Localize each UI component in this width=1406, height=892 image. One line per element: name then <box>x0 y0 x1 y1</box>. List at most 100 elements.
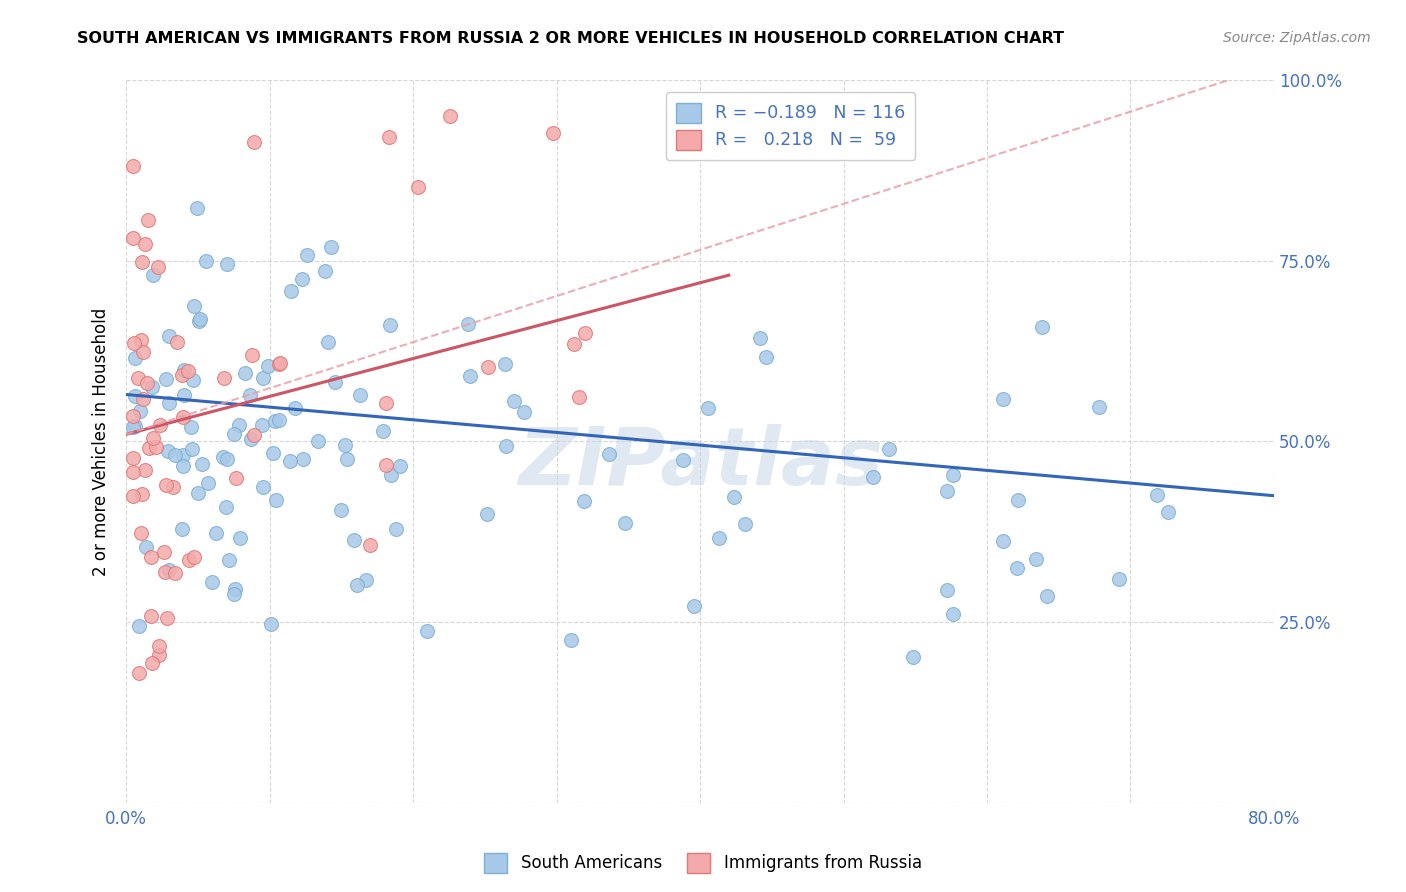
Point <box>560 632 582 647</box>
Point <box>177 552 200 566</box>
Point <box>172 448 194 462</box>
Point <box>269 357 291 371</box>
Point <box>134 463 156 477</box>
Point <box>194 254 217 268</box>
Point <box>240 432 263 446</box>
Point <box>901 650 924 665</box>
Point <box>122 451 145 466</box>
Point <box>162 480 184 494</box>
Point <box>262 446 284 460</box>
Point <box>217 257 239 271</box>
Point <box>672 453 695 467</box>
Point <box>142 431 165 445</box>
Point <box>153 565 176 579</box>
Point <box>333 438 356 452</box>
Point <box>165 566 187 580</box>
Point <box>173 363 195 377</box>
Point <box>494 357 516 371</box>
Point <box>243 135 266 149</box>
Point <box>384 522 406 536</box>
Point <box>149 418 172 433</box>
Point <box>183 550 205 565</box>
Point <box>211 450 233 465</box>
Point <box>128 404 150 418</box>
Point <box>280 284 302 298</box>
Point <box>243 427 266 442</box>
Point <box>187 486 209 500</box>
Point <box>122 409 145 424</box>
Point <box>614 516 637 531</box>
Point <box>748 331 770 345</box>
Point <box>723 490 745 504</box>
Point <box>218 553 240 567</box>
Point <box>181 373 204 387</box>
Point <box>228 531 250 545</box>
Point <box>252 480 274 494</box>
Point <box>122 336 145 351</box>
Point <box>439 109 461 123</box>
Point <box>155 371 177 385</box>
Point <box>380 467 402 482</box>
Point <box>148 639 170 653</box>
Point <box>1036 589 1059 603</box>
Point <box>343 533 366 548</box>
Point <box>157 396 180 410</box>
Point <box>214 370 236 384</box>
Point <box>190 457 212 471</box>
Point <box>307 434 329 448</box>
Point <box>131 392 153 406</box>
Point <box>502 394 524 409</box>
Point <box>697 401 720 415</box>
Point <box>142 268 165 283</box>
Point <box>180 442 202 457</box>
Legend: R = −0.189   N = 116, R =   0.218   N =  59: R = −0.189 N = 116, R = 0.218 N = 59 <box>666 92 915 161</box>
Point <box>166 334 188 349</box>
Point <box>138 213 160 227</box>
Point <box>568 390 591 404</box>
Point <box>139 550 162 565</box>
Point <box>131 255 153 269</box>
Point <box>1108 572 1130 586</box>
Point <box>477 360 499 375</box>
Point <box>122 465 145 479</box>
Point <box>325 376 347 390</box>
Point <box>330 503 353 517</box>
Point <box>991 534 1014 549</box>
Point <box>252 371 274 385</box>
Text: Source: ZipAtlas.com: Source: ZipAtlas.com <box>1223 31 1371 45</box>
Point <box>135 376 157 391</box>
Point <box>936 582 959 597</box>
Point <box>375 458 398 472</box>
Point <box>993 392 1015 406</box>
Point <box>263 414 285 428</box>
Point <box>148 260 170 275</box>
Point <box>314 264 336 278</box>
Text: SOUTH AMERICAN VS IMMIGRANTS FROM RUSSIA 2 OR MORE VEHICLES IN HOUSEHOLD CORRELA: SOUTH AMERICAN VS IMMIGRANTS FROM RUSSIA… <box>77 31 1064 46</box>
Point <box>250 418 273 433</box>
Point <box>128 665 150 680</box>
Point <box>1031 320 1053 334</box>
Point <box>572 494 595 508</box>
Point <box>942 468 965 483</box>
Point <box>122 420 145 434</box>
Point <box>163 448 186 462</box>
Point <box>457 317 479 331</box>
Point <box>177 364 200 378</box>
Point <box>1007 492 1029 507</box>
Point <box>877 442 900 456</box>
Point <box>129 334 152 348</box>
Point <box>128 619 150 633</box>
Point <box>264 493 287 508</box>
Point <box>734 516 756 531</box>
Point <box>124 389 146 403</box>
Point <box>1157 505 1180 519</box>
Point <box>406 179 429 194</box>
Point <box>172 459 194 474</box>
Point <box>562 337 585 351</box>
Legend: South Americans, Immigrants from Russia: South Americans, Immigrants from Russia <box>478 847 928 880</box>
Point <box>155 478 177 492</box>
Point <box>124 351 146 365</box>
Point <box>683 599 706 613</box>
Point <box>346 578 368 592</box>
Point <box>598 447 620 461</box>
